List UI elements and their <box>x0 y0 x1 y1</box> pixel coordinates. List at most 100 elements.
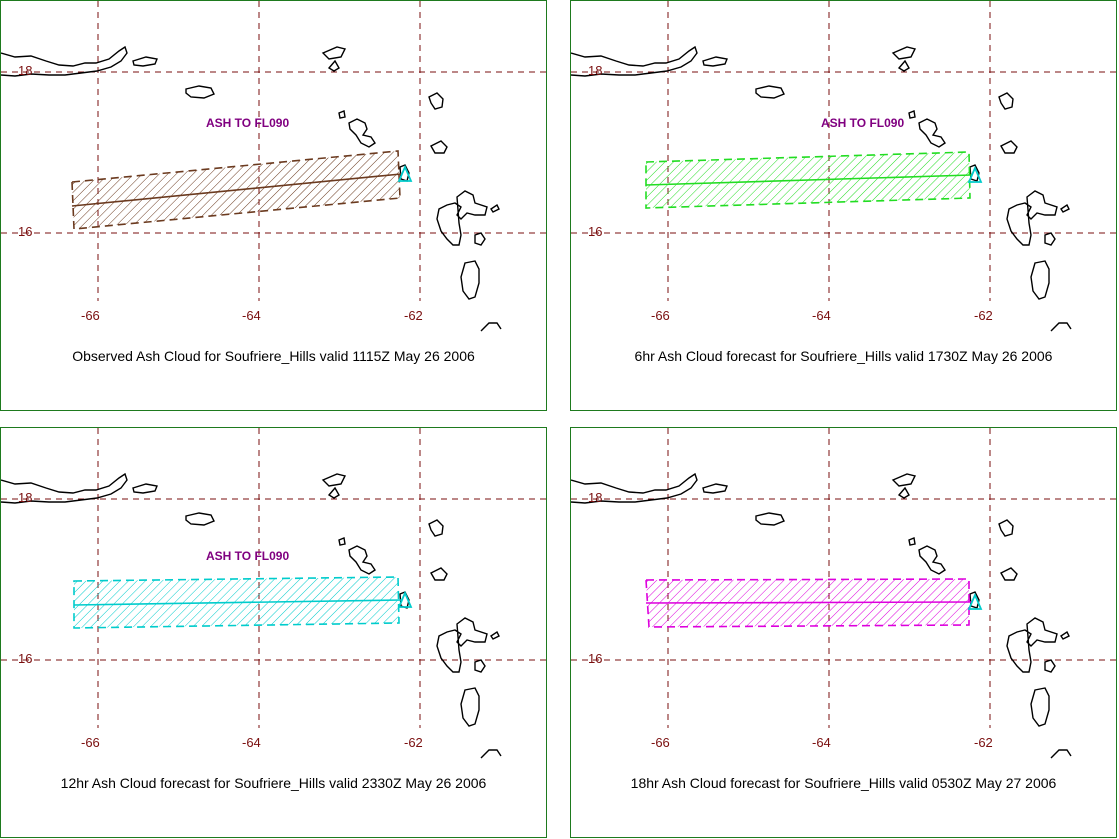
coastline <box>1000 567 1018 581</box>
coastline <box>908 110 916 119</box>
coastline <box>460 687 480 727</box>
lon-label-62: -62 <box>404 308 423 323</box>
coastline <box>702 56 728 67</box>
coastline <box>474 232 486 246</box>
triangle-icon <box>967 165 983 183</box>
coastline <box>755 85 785 99</box>
panel-caption: Observed Ash Cloud for Soufriere_Hills v… <box>72 348 475 364</box>
map-canvas <box>1 428 546 759</box>
coastline <box>348 118 376 148</box>
coastline <box>918 118 946 148</box>
coastline <box>908 537 916 546</box>
map-panel-18hr: 18 16 -66 -64 -62 18hr Ash Cloud forecas… <box>570 427 1117 838</box>
map-canvas <box>571 1 1116 332</box>
coastline <box>918 545 946 575</box>
coastline <box>428 92 444 110</box>
coastline <box>185 512 215 526</box>
coastline <box>327 59 340 72</box>
lon-label-66: -66 <box>651 308 670 323</box>
coastline <box>490 630 500 640</box>
coastline <box>1060 630 1070 640</box>
panel-caption: 6hr Ash Cloud forecast for Soufriere_Hil… <box>634 348 1053 364</box>
coastline <box>1050 322 1072 332</box>
coastline <box>185 85 215 99</box>
lat-label-18: 18 <box>588 63 603 78</box>
coastline <box>1030 687 1050 727</box>
coastline <box>891 46 917 60</box>
coastline <box>1044 232 1056 246</box>
lon-label-62: -62 <box>404 735 423 750</box>
ash-cloud-axis <box>73 599 402 606</box>
coastline-layer <box>1 45 502 332</box>
coastline <box>897 486 910 499</box>
coastline <box>891 473 917 487</box>
lat-label-16: 16 <box>588 224 603 239</box>
lon-label-64: -64 <box>812 308 831 323</box>
coastline <box>348 545 376 575</box>
map-panel-observed: 18 16 -66 -64 -62 ASH TO FL090 Observed … <box>0 0 547 411</box>
lat-label-16: 16 <box>18 224 33 239</box>
ash-cloud-axis <box>645 174 972 186</box>
coastline <box>327 486 340 499</box>
coastline <box>428 519 444 537</box>
panel-caption: 18hr Ash Cloud forecast for Soufriere_Hi… <box>630 775 1057 791</box>
coastline <box>436 190 488 246</box>
lat-label-18: 18 <box>18 63 33 78</box>
altitude-note: ASH TO FL090 <box>206 549 290 563</box>
panel-caption: 12hr Ash Cloud forecast for Soufriere_Hi… <box>60 775 487 791</box>
lat-label-16: 16 <box>18 651 33 666</box>
triangle-icon <box>967 592 983 610</box>
coastline <box>436 617 488 673</box>
lon-label-64: -64 <box>242 308 261 323</box>
coastline <box>998 92 1014 110</box>
coastline <box>1 472 128 504</box>
lon-label-64: -64 <box>812 735 831 750</box>
coastline <box>480 322 502 332</box>
coastline <box>430 140 448 154</box>
lon-label-66: -66 <box>81 735 100 750</box>
coastline <box>1000 140 1018 154</box>
coastline <box>1050 749 1072 759</box>
coastline <box>571 472 698 504</box>
coastline <box>474 659 486 673</box>
coastline <box>1060 203 1070 213</box>
map-canvas <box>571 428 1116 759</box>
coastline <box>998 519 1014 537</box>
map-canvas <box>1 1 546 332</box>
altitude-note: ASH TO FL090 <box>206 116 290 130</box>
coastline-layer <box>1 472 502 759</box>
coastline <box>1 45 128 77</box>
coastline <box>321 46 347 60</box>
coastline <box>480 749 502 759</box>
coastline <box>321 473 347 487</box>
coastline <box>132 56 158 67</box>
coastline <box>132 483 158 494</box>
coastline <box>1030 260 1050 300</box>
coastline <box>460 260 480 300</box>
map-panel-12hr: 18 16 -66 -64 -62 ASH TO FL090 12hr Ash … <box>0 427 547 838</box>
coastline <box>1006 617 1058 673</box>
coastline <box>338 537 346 546</box>
coastline <box>897 59 910 72</box>
ash-cloud-axis <box>645 601 972 604</box>
triangle-icon <box>397 590 413 608</box>
lat-label-16: 16 <box>588 651 603 666</box>
map-panel-6hr: 18 16 -66 -64 -62 ASH TO FL090 6hr Ash C… <box>570 0 1117 411</box>
coastline <box>430 567 448 581</box>
coastline-layer <box>571 472 1072 759</box>
ash-cloud-axis <box>71 173 402 207</box>
lon-label-62: -62 <box>974 735 993 750</box>
lon-label-66: -66 <box>651 735 670 750</box>
coastline <box>702 483 728 494</box>
coastline <box>755 512 785 526</box>
coastline <box>338 110 346 119</box>
coastline <box>1006 190 1058 246</box>
lon-label-64: -64 <box>242 735 261 750</box>
coastline-layer <box>571 45 1072 332</box>
lat-label-18: 18 <box>18 490 33 505</box>
coastline <box>1044 659 1056 673</box>
lon-label-62: -62 <box>974 308 993 323</box>
lon-label-66: -66 <box>81 308 100 323</box>
coastline <box>571 45 698 77</box>
lat-label-18: 18 <box>588 490 603 505</box>
